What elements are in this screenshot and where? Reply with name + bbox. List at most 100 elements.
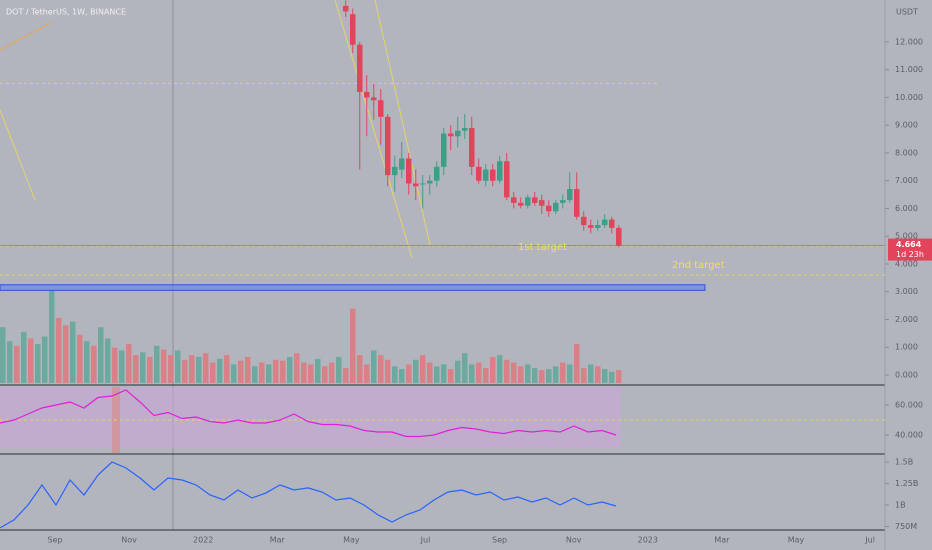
y-tick-label: 1.5B bbox=[895, 457, 913, 466]
y-tick-label: 1.000 bbox=[895, 343, 918, 352]
volume-bar bbox=[581, 368, 587, 383]
indicator-line bbox=[0, 461, 617, 529]
volume-bar bbox=[609, 371, 615, 383]
annotation: 1st target bbox=[518, 242, 567, 253]
volume-bar bbox=[385, 359, 391, 383]
volume-bar bbox=[98, 327, 104, 383]
y-tick-label: 8.000 bbox=[895, 148, 918, 157]
y-tick-label: 12.000 bbox=[895, 37, 923, 46]
y-tick-label: 2.000 bbox=[895, 315, 918, 324]
volume-bar bbox=[42, 336, 48, 383]
candle-body bbox=[525, 197, 531, 206]
y-tick-label: 3.000 bbox=[895, 287, 918, 296]
volume-bar bbox=[210, 362, 216, 383]
volume-bar bbox=[343, 368, 349, 383]
volume-bar bbox=[602, 369, 608, 383]
volume-bar bbox=[560, 362, 566, 383]
candle-body bbox=[490, 169, 496, 181]
x-tick-label: Sep bbox=[47, 536, 62, 545]
volume-bar bbox=[252, 366, 258, 383]
volume-bar bbox=[140, 352, 146, 383]
volume-bar bbox=[315, 358, 321, 383]
volume-bar bbox=[196, 356, 202, 383]
volume-bar bbox=[280, 360, 286, 383]
candle-body bbox=[455, 130, 461, 137]
volume-bar bbox=[259, 362, 265, 383]
volume-bar bbox=[133, 355, 139, 383]
candle-body bbox=[371, 97, 377, 101]
volume-bar bbox=[322, 366, 328, 383]
price-countdown: 1d 23h bbox=[896, 250, 924, 259]
volume-bar bbox=[497, 355, 503, 383]
volume-bar bbox=[336, 356, 342, 383]
y-tick-label: 1B bbox=[895, 500, 906, 509]
x-tick-label: May bbox=[343, 536, 360, 545]
annotation: 2nd target bbox=[672, 260, 725, 271]
volume-bar bbox=[329, 362, 335, 383]
candle-body bbox=[413, 183, 419, 187]
x-tick-label: Nov bbox=[121, 536, 137, 545]
volume-bar bbox=[574, 343, 580, 383]
y-tick-label: 0.000 bbox=[895, 371, 918, 380]
candle-body bbox=[616, 227, 622, 246]
volume-bar bbox=[427, 362, 433, 383]
y-tick-label: 10.000 bbox=[895, 93, 923, 102]
volume-bar bbox=[371, 350, 377, 383]
y-tick-label: 6.000 bbox=[895, 204, 918, 213]
candle-body bbox=[497, 161, 503, 181]
volume-bar bbox=[112, 347, 118, 383]
y-tick-label: 4.000 bbox=[895, 259, 918, 268]
volume-bar bbox=[119, 350, 125, 383]
volume-bar bbox=[126, 343, 132, 383]
volume-bar bbox=[476, 362, 482, 383]
volume-bar bbox=[35, 343, 41, 383]
volume-bar bbox=[483, 368, 489, 383]
candle-body bbox=[518, 202, 524, 206]
volume-bar bbox=[588, 364, 594, 383]
volume-bar bbox=[434, 366, 440, 383]
volume-bar bbox=[266, 364, 272, 383]
volume-bar bbox=[28, 338, 34, 383]
candle-body bbox=[392, 166, 398, 176]
volume-bar bbox=[105, 338, 111, 383]
trend-line bbox=[334, 0, 413, 259]
volume-bar bbox=[567, 364, 573, 383]
candle-body bbox=[511, 197, 517, 203]
volume-bar bbox=[231, 364, 237, 383]
candle-body bbox=[448, 133, 454, 137]
volume-bar bbox=[392, 366, 398, 383]
volume-bar bbox=[511, 362, 517, 383]
y-tick-label: 9.000 bbox=[895, 121, 918, 130]
volume-bar bbox=[56, 317, 62, 383]
candle-body bbox=[539, 200, 545, 206]
volume-bar bbox=[161, 349, 167, 383]
candle-body bbox=[581, 216, 587, 226]
candle-body bbox=[441, 133, 447, 167]
candle-body bbox=[427, 180, 433, 184]
x-tick-label: 2023 bbox=[638, 536, 658, 545]
x-tick-label: 2022 bbox=[193, 536, 213, 545]
y-tick-label: 40.000 bbox=[895, 431, 923, 440]
volume-bar bbox=[357, 355, 363, 383]
volume-bar bbox=[224, 355, 230, 383]
volume-bar bbox=[147, 356, 153, 383]
axis-unit: USDT bbox=[896, 8, 918, 17]
volume-bar bbox=[0, 327, 6, 383]
volume-bar bbox=[70, 321, 76, 383]
y-tick-label: 1.25B bbox=[895, 479, 918, 488]
volume-bar bbox=[504, 359, 510, 383]
x-tick-label: Jul bbox=[864, 536, 875, 545]
y-tick-label: 60.000 bbox=[895, 401, 923, 410]
candle-body bbox=[595, 225, 601, 228]
volume-bar bbox=[546, 369, 552, 383]
volume-bar bbox=[525, 364, 531, 383]
volume-bar bbox=[539, 369, 545, 383]
price-tag bbox=[888, 238, 932, 261]
candle-body bbox=[602, 219, 608, 226]
y-tick-label: 5.000 bbox=[895, 232, 918, 241]
x-tick-label: Jul bbox=[420, 536, 431, 545]
volume-bar bbox=[490, 356, 496, 383]
x-tick-label: Mar bbox=[714, 536, 730, 545]
volume-bar bbox=[91, 345, 97, 383]
